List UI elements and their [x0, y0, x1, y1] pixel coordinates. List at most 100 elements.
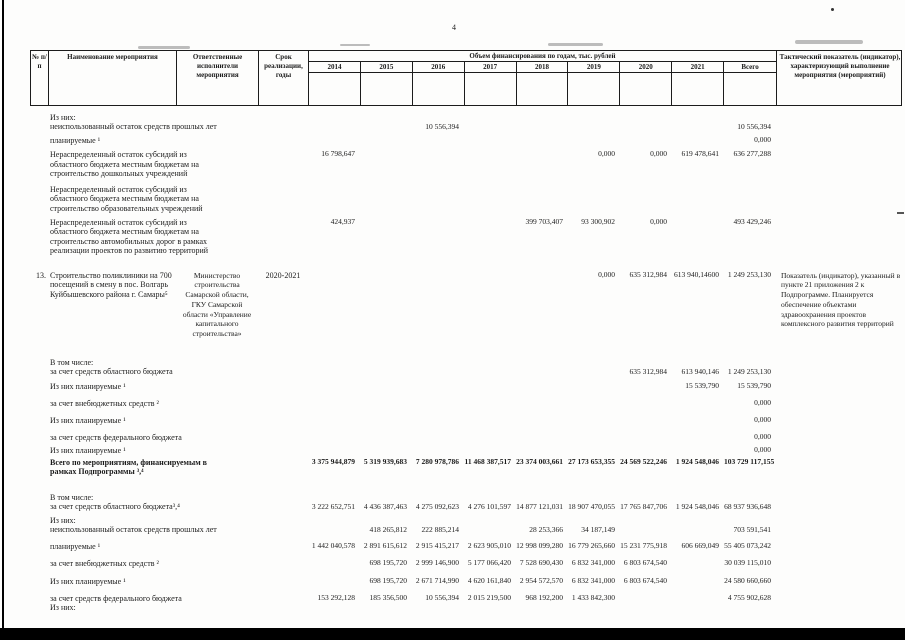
cell-total: 10 556,394 — [737, 122, 771, 131]
row-label: за счет внебюджетных средств ² — [50, 559, 159, 569]
table-row: за счет средств федерального бюджета Из … — [30, 592, 902, 613]
header-col-period: Срок реализации, годы — [259, 51, 309, 105]
cell-2020: 635 312,984 — [629, 366, 668, 376]
row-number — [30, 136, 48, 145]
row-indicator — [776, 577, 902, 586]
cell-total: 15 539,790 — [737, 380, 771, 390]
row-label: Нераспределенный остаток субсидий из обл… — [50, 150, 199, 179]
row-indicator — [776, 594, 902, 613]
cell-2019 — [568, 113, 620, 132]
header-years-filler — [309, 73, 776, 105]
row-period: 2020-2021 — [265, 270, 301, 280]
table-body: Из них: неиспользованный остаток средств… — [30, 113, 902, 613]
header-year-2014: 2014 — [309, 62, 361, 72]
cell-2020: 0,000 — [650, 216, 667, 226]
row-number — [30, 594, 48, 613]
cell-2017 — [464, 516, 516, 535]
cell-2018 — [516, 185, 568, 213]
row-number — [30, 399, 48, 408]
cell-2020: 0,000 — [650, 149, 667, 159]
header-year-2019: 2019 — [568, 62, 621, 72]
row-indicator — [776, 150, 902, 178]
cell-2021 — [672, 113, 724, 132]
row-number — [30, 433, 48, 442]
row-number — [30, 113, 48, 132]
table-row: Из них планируемые ¹ 0,000 — [30, 445, 902, 455]
cell-total: 703 591,541 — [733, 524, 772, 534]
cell-2021: 613 940,14600 — [674, 269, 719, 279]
cell-2015 — [360, 433, 412, 442]
cell-2018: 23 374 003,661 — [516, 457, 563, 466]
cell-2018: 2 954 572,570 — [519, 575, 563, 585]
row-indicator — [776, 433, 902, 442]
cell-2014 — [308, 113, 360, 132]
cell-2017 — [464, 136, 516, 145]
cell-2021: 606 669,049 — [681, 540, 720, 550]
cell-total: 0,000 — [754, 432, 771, 442]
cell-2015 — [360, 218, 412, 256]
cell-2016: 2 999 146,900 — [415, 558, 459, 568]
cell-2019: 0,000 — [598, 149, 615, 159]
table-row: Из них планируемые ¹ 698 195,720 2 671 714… — [30, 575, 902, 586]
table-row: 13. Строительство поликлиники на 700 посе… — [30, 269, 902, 339]
row-label: Всего по мероприятиям, финансируемым в р… — [50, 458, 207, 477]
row-indicator — [776, 399, 902, 408]
row-label: за счет средств федерального бюджета — [50, 433, 182, 443]
table-row: за счет внебюджетных средств ² 698 195,72… — [30, 558, 902, 569]
cell-2018 — [516, 399, 568, 408]
cell-2017: 5 177 066,420 — [467, 558, 511, 568]
cell-2015 — [360, 113, 412, 132]
cell-2014 — [308, 416, 360, 425]
header-years-row: 2014 2015 2016 2017 2018 2019 2020 2021 … — [309, 62, 776, 73]
row-number — [30, 382, 48, 391]
cell-2019: 0,000 — [598, 269, 615, 279]
cell-2020 — [620, 113, 672, 132]
row-indicator — [776, 493, 902, 512]
row-label: В том числе: за счет средств областного … — [50, 357, 173, 377]
cell-2016 — [412, 399, 464, 408]
cell-2020: 24 569 522,246 — [620, 457, 667, 466]
row-label: Из них: неиспользованный остаток средств… — [50, 515, 217, 535]
row-indicator — [776, 218, 902, 256]
cell-total: 0,000 — [754, 134, 771, 144]
cell-2017: 11 468 387,517 — [464, 457, 511, 466]
cell-2020: 6 803 674,540 — [623, 575, 667, 585]
cell-2016 — [412, 150, 464, 178]
cell-2014: 153 292,128 — [317, 592, 356, 602]
cell-total: 4 755 902,628 — [727, 592, 771, 602]
header-col-num: № п/п — [31, 51, 49, 105]
cell-2017 — [464, 218, 516, 256]
row-indicator — [776, 458, 902, 477]
scan-smudge — [548, 43, 603, 46]
cell-2018: 12 998 099,280 — [516, 540, 563, 550]
table-row: планируемые ¹ 1 442 040,578 2 891 615,612 2… — [30, 540, 902, 551]
cell-2021 — [672, 446, 724, 455]
cell-2014 — [308, 185, 360, 213]
row-label: за счет внебюджетных средств ² — [50, 399, 159, 409]
row-label: Из них планируемые ¹ — [50, 445, 126, 455]
row-indicator — [776, 542, 902, 551]
header-col-responsible: Ответственные исполнители мероприятия — [177, 51, 259, 105]
cell-2017 — [464, 150, 516, 178]
cell-2021 — [672, 185, 724, 213]
cell-2016: 222 885,214 — [421, 524, 460, 534]
cell-2016: 4 275 092,623 — [415, 501, 459, 511]
header-year-2016: 2016 — [413, 62, 465, 72]
cell-total: 30 039 115,010 — [724, 558, 771, 568]
cell-2016 — [412, 433, 464, 442]
cell-2015: 5 319 939,683 — [363, 457, 407, 466]
table-row: Нераспределенный остаток субсидий из обл… — [30, 185, 902, 213]
row-label: планируемые ¹ — [50, 541, 101, 551]
header-year-2015: 2015 — [361, 62, 413, 72]
row-number — [30, 446, 48, 455]
header-col-name: Наименование мероприятия — [49, 51, 177, 105]
cell-2015 — [360, 271, 412, 339]
cell-2017: 4 620 161,840 — [467, 575, 511, 585]
header-year-2018: 2018 — [517, 62, 569, 72]
cell-2017 — [464, 113, 516, 132]
cell-2018: 968 192,200 — [525, 592, 564, 602]
cell-2019: 93 300,902 — [581, 216, 615, 226]
cell-2015 — [360, 358, 412, 377]
cell-2016 — [412, 218, 464, 256]
cell-2015: 698 195,720 — [369, 558, 408, 568]
